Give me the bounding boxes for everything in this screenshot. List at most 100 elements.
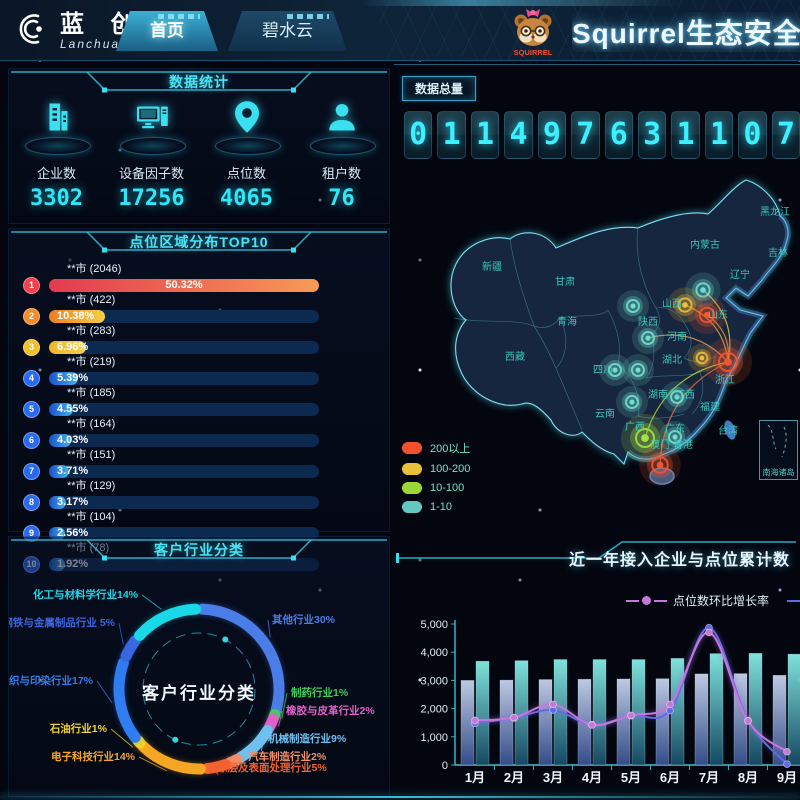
legend-line	[787, 599, 800, 602]
tab-corner-decoration	[287, 14, 329, 19]
monthly-combo-chart: 0 1,000 2,000 3,000 4,000 5,000 1月 2月 3月 4月 5月 6月 7月…	[420, 619, 800, 785]
top10-bar-line: 4 5.39%	[19, 370, 379, 387]
month-label: 4月	[582, 770, 602, 785]
stat-点位数: 点位数 4065	[199, 99, 294, 219]
counter-digit: 1	[470, 111, 500, 159]
top10-row-label: **市 (129)	[67, 480, 116, 492]
y-tick-label: 1,000	[420, 732, 448, 744]
stats-panel-title: 数据统计	[169, 74, 229, 90]
bar-percent-label: 4.03%	[57, 434, 89, 446]
icon-glow-base	[214, 137, 281, 155]
counter-digit: 9	[537, 111, 567, 159]
inset-label: 南海诸岛	[762, 468, 795, 477]
province-label: 陕西	[638, 315, 658, 328]
monthly-chart-legend: 点位数环比增长率	[625, 592, 800, 609]
province-label: 辽宁	[730, 268, 750, 281]
line-marker	[783, 760, 791, 768]
top10-row: **市 (422) 2 10.38%	[19, 294, 379, 325]
province-label: 内蒙古	[690, 238, 720, 251]
panel-monthly-chart: 近一年接入企业与点位累计数 点位数环比增长率 0 1,000 2,000 3,000 4…	[394, 536, 800, 795]
province-label: 新疆	[482, 260, 502, 273]
bar	[538, 679, 553, 766]
legend-swatch	[402, 463, 422, 475]
y-tick-label: 4,000	[420, 647, 448, 659]
header: 蓝 创 Lanchuang 首页 碧水云 SQUIRREL Squ	[0, 0, 800, 61]
tab-碧水云[interactable]: 碧水云	[228, 11, 347, 51]
rank-badge: 6	[23, 432, 40, 449]
page-title: Squirrel生态安全云平台	[572, 18, 800, 49]
bar-track: 4.55%	[49, 403, 319, 416]
panel-region-top10: 点位区域分布TOP10 **市 (2046) 1 50.32% **市 (422) 2 1…	[8, 228, 390, 573]
chart-legend-item[interactable]: 点位数环比增长率	[625, 592, 769, 609]
tab-首页[interactable]: 首页	[116, 11, 218, 51]
month-label: 2月	[504, 770, 524, 785]
line-marker	[705, 628, 713, 637]
top10-bar-line: 2 10.38%	[19, 308, 379, 325]
line-marker	[549, 700, 557, 709]
legend-label: 200以上	[430, 443, 471, 455]
top10-row-label: **市 (422)	[67, 294, 116, 306]
legend-swatch	[402, 482, 422, 494]
line-marker	[471, 716, 479, 725]
top10-row: **市 (151) 7 3.71%	[19, 449, 379, 480]
donut-label: 石油行业1%	[49, 722, 108, 735]
chart-legend-item[interactable]	[787, 592, 800, 609]
rank-badge: 2	[23, 308, 40, 325]
rank-badge: 8	[23, 494, 40, 511]
map-legend-item: 1-10	[402, 501, 470, 513]
donut-segment	[120, 635, 141, 662]
stat-icon-wrap	[116, 99, 188, 157]
province-label: 甘肃	[555, 275, 575, 288]
stat-icon-wrap	[306, 99, 378, 157]
location-pin-icon	[229, 99, 265, 140]
icon-glow-base	[309, 137, 376, 155]
bar-percent-label: 4.55%	[57, 403, 89, 415]
stat-label: 点位数	[226, 166, 266, 181]
province-label: 江西	[675, 389, 695, 401]
counter-digit: 3	[637, 111, 667, 159]
mascot-label: SQUIRREL	[514, 48, 553, 57]
province-label: 台湾	[718, 424, 738, 437]
map-legend: 200以上 100-200 10-100 1-10	[402, 440, 470, 513]
south-china-sea-inset: 南海诸岛	[759, 420, 798, 480]
top10-row-label: **市 (219)	[67, 356, 116, 368]
stat-value: 17256	[118, 186, 185, 211]
bar-percent-label: 5.39%	[57, 372, 89, 384]
top10-row: **市 (164) 6 4.03%	[19, 418, 379, 449]
bar	[709, 653, 724, 766]
monitor-icon	[134, 99, 170, 140]
donut-label: 涂层及表面处理行业5%	[217, 761, 327, 774]
map-legend-item: 200以上	[402, 440, 470, 456]
map-legend-item: 10-100	[402, 482, 470, 494]
bar-track: 4.03%	[49, 434, 319, 447]
bar	[499, 679, 514, 766]
stat-企业数: 企业数 3302	[9, 99, 104, 219]
line-marker	[666, 706, 674, 715]
tab-corner-decoration	[158, 14, 200, 19]
bottom-accent-line	[0, 796, 800, 798]
donut-segment	[137, 740, 206, 775]
panel-data-statistics: 数据统计 企业数 3302 设备因子数 17256 点位数 4065 租户数 76	[8, 68, 390, 224]
ring-dot	[222, 636, 229, 643]
month-label: 7月	[699, 770, 719, 785]
counter-digit: 6	[604, 111, 633, 159]
province-label: 广西	[625, 421, 645, 433]
china-map: 新疆 西藏 青海 甘肃 内蒙古 黑龙江 吉林 辽宁 山西 山东 陕西 河南 湖北 四川 云南 湖南 江西 浙江 福建…	[394, 168, 800, 530]
line-marker	[744, 717, 752, 725]
bar	[631, 659, 646, 766]
province-label: 香港	[673, 439, 693, 451]
bar-track: 5.39%	[49, 372, 319, 385]
legend-label: 1-10	[430, 501, 453, 513]
legend-label: 10-100	[430, 482, 465, 494]
callout-line	[118, 622, 124, 645]
callout-line	[141, 594, 162, 610]
province-label: 山西	[662, 298, 682, 310]
top10-bar-line: 3 6.96%	[19, 339, 379, 356]
stats-row: 企业数 3302 设备因子数 17256 点位数 4065 租户数 76	[9, 99, 389, 219]
donut-label: 橡胶与皮革行业2%	[286, 704, 375, 717]
bar-percent-label: 6.96%	[57, 341, 89, 353]
counter-digit: 0	[738, 111, 767, 159]
callout-line	[267, 619, 271, 638]
bar	[694, 673, 709, 766]
